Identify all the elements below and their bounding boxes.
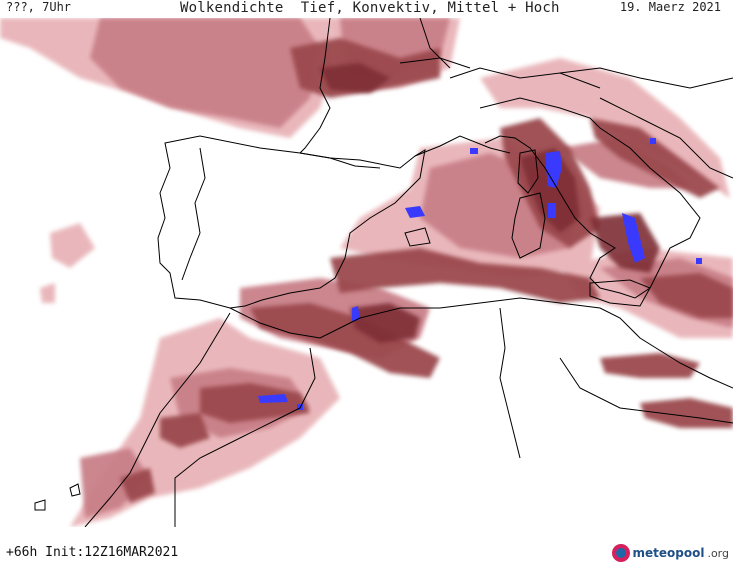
corsica — [517, 149, 539, 194]
convective-cell — [696, 258, 702, 264]
valid-date: 19. Maerz 2021 — [619, 0, 721, 14]
convective-cell — [405, 206, 425, 218]
germany-border — [419, 18, 451, 69]
alps-border — [449, 67, 601, 89]
austria-border — [559, 67, 733, 89]
iberia-coast — [157, 135, 426, 309]
convective-cells — [258, 138, 702, 410]
convective-cell — [650, 138, 656, 144]
canaries — [34, 483, 81, 511]
libya-coast — [559, 357, 733, 424]
convective-cell — [545, 151, 562, 188]
logo-text: meteopool — [632, 546, 705, 560]
meteopool-logo-icon — [611, 544, 630, 562]
italy-coast — [479, 97, 701, 299]
convective-cell — [352, 306, 360, 321]
pyrenees-border — [299, 152, 381, 169]
convective-cell — [548, 203, 556, 218]
spain-portugal-border — [181, 147, 206, 281]
france-coast — [299, 18, 331, 154]
algeria-tunisia-border — [499, 307, 521, 459]
balearics — [404, 227, 431, 247]
weather-map — [0, 18, 733, 527]
convective-cell — [258, 394, 288, 403]
algeria-morocco-border — [174, 347, 316, 527]
sardinia — [511, 192, 546, 259]
chart-title: Wolkendichte Tief, Konvektiv, Mittel + H… — [180, 0, 560, 16]
model-run-info: +66h Init:12Z16MAR2021 — [6, 545, 179, 560]
sicily — [589, 279, 651, 307]
map-canvas — [0, 18, 733, 527]
convective-cell — [470, 148, 478, 154]
balkan-coast — [599, 97, 733, 179]
coastlines — [34, 18, 733, 527]
logo-suffix: .org — [707, 546, 729, 560]
meteopool-logo[interactable]: meteopool .org — [611, 542, 729, 564]
morocco-coast — [84, 312, 231, 527]
north-africa-coast — [229, 297, 733, 389]
valid-time-label: ???, 7Uhr — [6, 0, 72, 14]
france-south-coast — [414, 135, 511, 157]
convective-cell — [622, 213, 645, 263]
